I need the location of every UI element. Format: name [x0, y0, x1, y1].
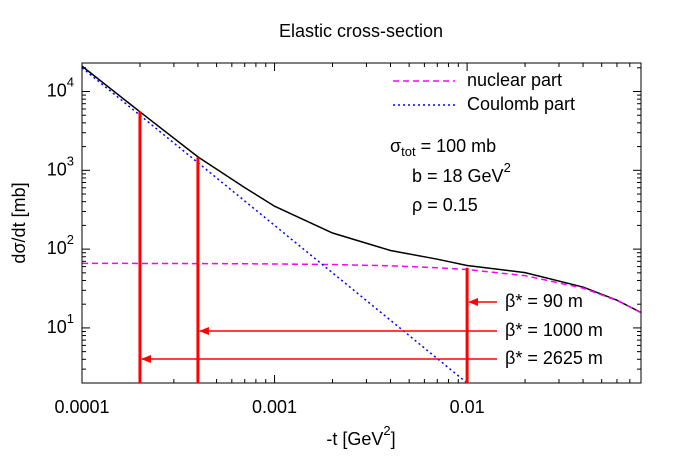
- y-tick-exponent: 4: [67, 75, 74, 90]
- x-axis-label-suffix: ]: [391, 429, 396, 449]
- y-tick-base: 10: [47, 238, 67, 258]
- marker-label: β* = 2625 m: [505, 348, 603, 368]
- x-axis-label: -t [GeV2]: [326, 423, 395, 448]
- parameter-symbol: σ: [390, 136, 401, 156]
- parameter-annotation: ρ = 0.15: [412, 195, 478, 215]
- parameter-text: = 100 mb: [416, 136, 497, 156]
- parameter-text: b = 18 GeV: [412, 166, 504, 186]
- series-line: [81, 65, 642, 314]
- marker-label: β* = 90 m: [505, 291, 583, 311]
- plot-frame: [81, 62, 642, 384]
- x-tick-label: 0.0001: [54, 397, 109, 417]
- parameter-subscript: tot: [401, 144, 416, 159]
- y-tick-exponent: 2: [67, 233, 74, 248]
- y-tick-label: 104: [47, 75, 74, 100]
- parameter-superscript: 2: [504, 160, 511, 175]
- y-tick-label: 103: [47, 154, 74, 179]
- y-tick-label: 102: [47, 233, 74, 258]
- y-tick-base: 10: [47, 159, 67, 179]
- x-tick-label: 0.01: [450, 397, 485, 417]
- chart-title: Elastic cross-section: [279, 21, 443, 41]
- y-tick-label: 101: [47, 311, 74, 336]
- x-tick-label: 0.001: [252, 397, 297, 417]
- parameter-annotation: σtot = 100 mb: [390, 136, 496, 160]
- y-tick-base: 10: [47, 80, 67, 100]
- y-tick-exponent: 1: [67, 311, 74, 326]
- y-axis-label: dσ/dt [mb]: [9, 182, 29, 263]
- parameter-text: ρ = 0.15: [412, 195, 478, 215]
- y-tick-exponent: 3: [67, 154, 74, 169]
- marker-label: β* = 1000 m: [505, 320, 603, 340]
- parameter-annotation: b = 18 GeV2: [412, 160, 511, 185]
- x-axis-label-superscript: 2: [383, 423, 390, 438]
- legend-label: Coulomb part: [467, 94, 575, 114]
- legend-label: nuclear part: [467, 70, 562, 90]
- x-axis-label-text: -t [GeV: [326, 429, 383, 449]
- y-tick-base: 10: [47, 317, 67, 337]
